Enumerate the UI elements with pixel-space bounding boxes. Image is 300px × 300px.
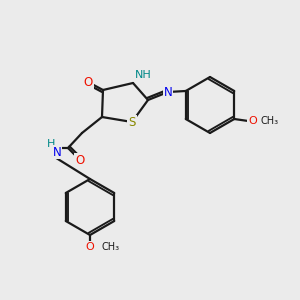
Text: S: S — [128, 116, 136, 128]
Text: NH: NH — [135, 70, 152, 80]
Text: CH₃: CH₃ — [260, 116, 278, 126]
Text: N: N — [52, 146, 62, 158]
Text: CH₃: CH₃ — [102, 242, 120, 252]
Text: O: O — [75, 154, 85, 166]
Text: H: H — [47, 139, 55, 149]
Text: O: O — [248, 116, 257, 126]
Text: O: O — [85, 242, 94, 252]
Text: O: O — [83, 76, 93, 88]
Text: N: N — [164, 85, 172, 98]
